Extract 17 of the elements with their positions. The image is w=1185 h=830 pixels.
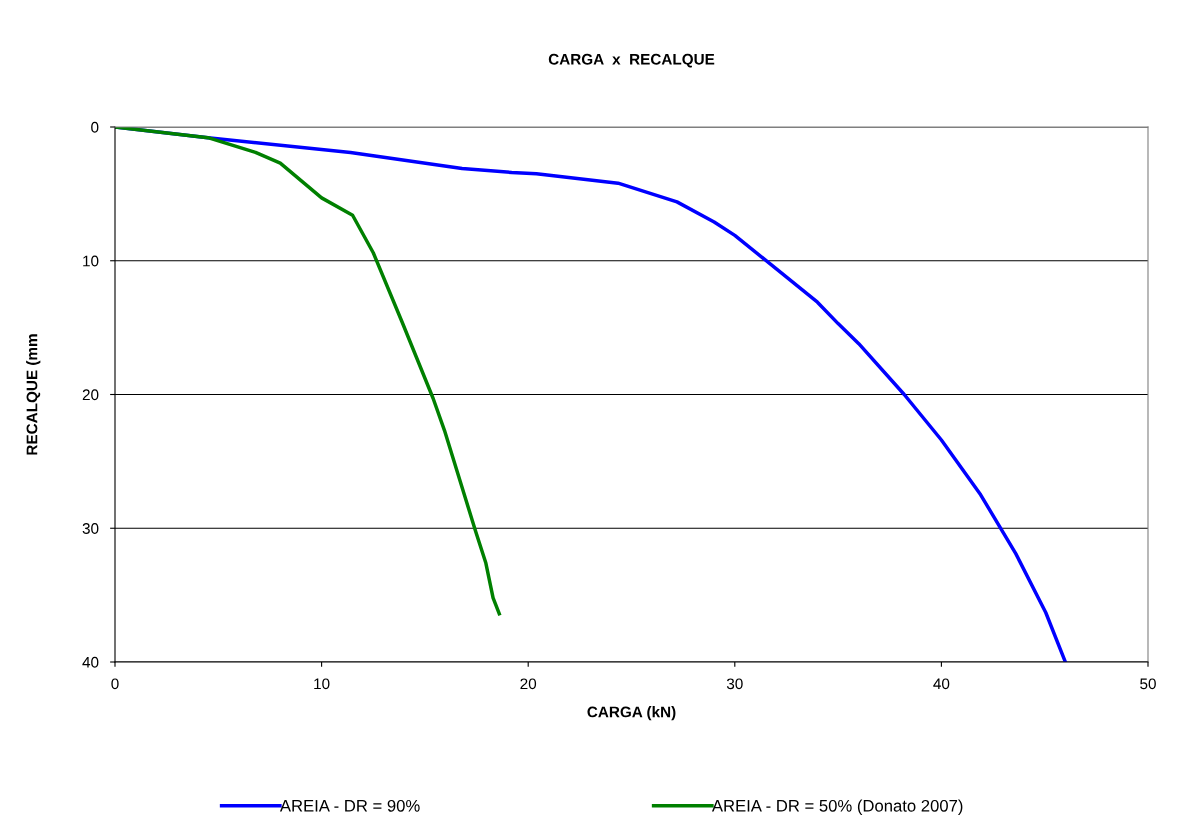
legend-label: AREIA - DR = 90%: [279, 799, 420, 812]
y-tick-label: 20: [82, 389, 99, 401]
legend-label: AREIA - DR = 50% (Donato 2007): [711, 799, 963, 815]
y-axis-title: RECALQUE (mm: [26, 334, 41, 455]
y-tick-label: 30: [82, 523, 99, 534]
x-tick-label: 50: [1140, 678, 1156, 690]
x-tick-label: 30: [726, 678, 743, 690]
chart-title: CARGA x RECALQUE: [548, 53, 715, 68]
line-series: [115, 127, 502, 616]
y-tick-label: 0: [91, 121, 99, 133]
x-tick-label: 40: [933, 678, 950, 690]
x-tick-label: 0: [111, 678, 119, 690]
y-tick-label: 40: [82, 656, 99, 668]
x-tick-label: 10: [314, 678, 330, 690]
x-tick-label: 20: [520, 678, 537, 690]
y-tick-label: 10: [83, 255, 99, 267]
x-axis-title: CARGA (kN): [587, 706, 676, 721]
